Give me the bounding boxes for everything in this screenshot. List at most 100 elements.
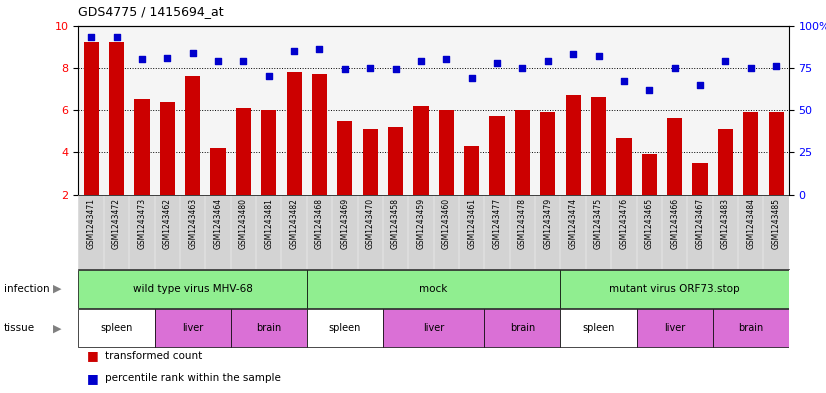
Point	[770, 63, 783, 69]
Bar	[159, 101, 175, 195]
Point	[668, 64, 681, 71]
Text: GSM1243477: GSM1243477	[492, 198, 501, 250]
Text: GSM1243481: GSM1243481	[264, 198, 273, 249]
Text: ■: ■	[87, 372, 98, 385]
Bar	[78, 270, 306, 308]
Text: GSM1243479: GSM1243479	[544, 198, 553, 250]
Point	[262, 73, 275, 79]
Bar	[713, 309, 789, 347]
Text: GSM1243463: GSM1243463	[188, 198, 197, 250]
Text: ▶: ▶	[54, 323, 62, 333]
Text: transformed count: transformed count	[105, 351, 202, 361]
Bar	[484, 309, 561, 347]
Point	[160, 55, 173, 61]
Bar	[78, 309, 154, 347]
Point	[541, 58, 554, 64]
Point	[617, 78, 630, 84]
Text: GSM1243475: GSM1243475	[594, 198, 603, 250]
Point	[186, 50, 199, 56]
Text: GSM1243470: GSM1243470	[366, 198, 375, 250]
Bar	[109, 42, 124, 195]
Text: GSM1243478: GSM1243478	[518, 198, 527, 249]
Text: GSM1243473: GSM1243473	[137, 198, 146, 250]
Bar	[235, 108, 251, 195]
Text: infection: infection	[4, 284, 50, 294]
Bar	[637, 309, 713, 347]
Text: liver: liver	[664, 323, 686, 333]
Text: GSM1243465: GSM1243465	[645, 198, 654, 250]
Bar	[768, 112, 784, 195]
Bar	[561, 270, 789, 308]
Text: GSM1243482: GSM1243482	[290, 198, 299, 249]
Point	[110, 34, 123, 40]
Text: GSM1243471: GSM1243471	[87, 198, 96, 249]
Point	[389, 66, 402, 73]
Bar	[312, 74, 327, 195]
Text: wild type virus MHV-68: wild type virus MHV-68	[133, 284, 253, 294]
Point	[719, 58, 732, 64]
Bar	[642, 154, 657, 195]
Bar	[306, 270, 561, 308]
Text: GSM1243474: GSM1243474	[568, 198, 577, 250]
Bar	[185, 76, 200, 195]
Point	[338, 66, 351, 73]
Bar	[306, 309, 383, 347]
Point	[84, 34, 97, 40]
Point	[592, 53, 605, 59]
Text: GSM1243480: GSM1243480	[239, 198, 248, 249]
Text: GSM1243458: GSM1243458	[391, 198, 400, 249]
Bar	[667, 119, 682, 195]
Text: GSM1243459: GSM1243459	[416, 198, 425, 250]
Bar	[83, 42, 99, 195]
Point	[211, 58, 225, 64]
Text: spleen: spleen	[582, 323, 615, 333]
Bar	[743, 112, 758, 195]
Text: GSM1243462: GSM1243462	[163, 198, 172, 249]
Point	[693, 81, 706, 88]
Bar	[490, 116, 505, 195]
Point	[744, 64, 757, 71]
Text: percentile rank within the sample: percentile rank within the sample	[105, 373, 281, 384]
Text: brain: brain	[510, 323, 535, 333]
Text: GSM1243461: GSM1243461	[468, 198, 477, 249]
Text: spleen: spleen	[100, 323, 133, 333]
Bar	[413, 106, 429, 195]
Point	[415, 58, 428, 64]
Text: GDS4775 / 1415694_at: GDS4775 / 1415694_at	[78, 5, 224, 18]
Text: GSM1243485: GSM1243485	[771, 198, 781, 249]
Text: ■: ■	[87, 349, 98, 362]
Bar	[464, 146, 479, 195]
Text: GSM1243483: GSM1243483	[721, 198, 730, 249]
Text: GSM1243468: GSM1243468	[315, 198, 324, 249]
Bar	[135, 99, 150, 195]
Point	[465, 75, 478, 81]
Text: GSM1243460: GSM1243460	[442, 198, 451, 250]
Point	[237, 58, 250, 64]
Bar	[616, 138, 632, 195]
Point	[439, 56, 453, 62]
Bar	[363, 129, 377, 195]
Text: spleen: spleen	[329, 323, 361, 333]
Point	[567, 51, 580, 57]
Point	[287, 48, 301, 54]
Text: tissue: tissue	[4, 323, 36, 333]
Bar	[718, 129, 733, 195]
Text: GSM1243469: GSM1243469	[340, 198, 349, 250]
Bar	[337, 121, 353, 195]
Bar	[154, 309, 230, 347]
Point	[135, 56, 149, 62]
Text: GSM1243466: GSM1243466	[670, 198, 679, 250]
Bar	[692, 163, 708, 195]
Bar	[540, 112, 555, 195]
Text: GSM1243464: GSM1243464	[213, 198, 222, 250]
Point	[643, 86, 656, 93]
Point	[313, 46, 326, 52]
Bar	[591, 97, 606, 195]
Text: GSM1243472: GSM1243472	[112, 198, 121, 249]
Text: liver: liver	[182, 323, 203, 333]
Text: brain: brain	[738, 323, 763, 333]
Text: GSM1243467: GSM1243467	[695, 198, 705, 250]
Text: mutant virus ORF73.stop: mutant virus ORF73.stop	[610, 284, 740, 294]
Bar	[566, 95, 581, 195]
Text: liver: liver	[423, 323, 444, 333]
